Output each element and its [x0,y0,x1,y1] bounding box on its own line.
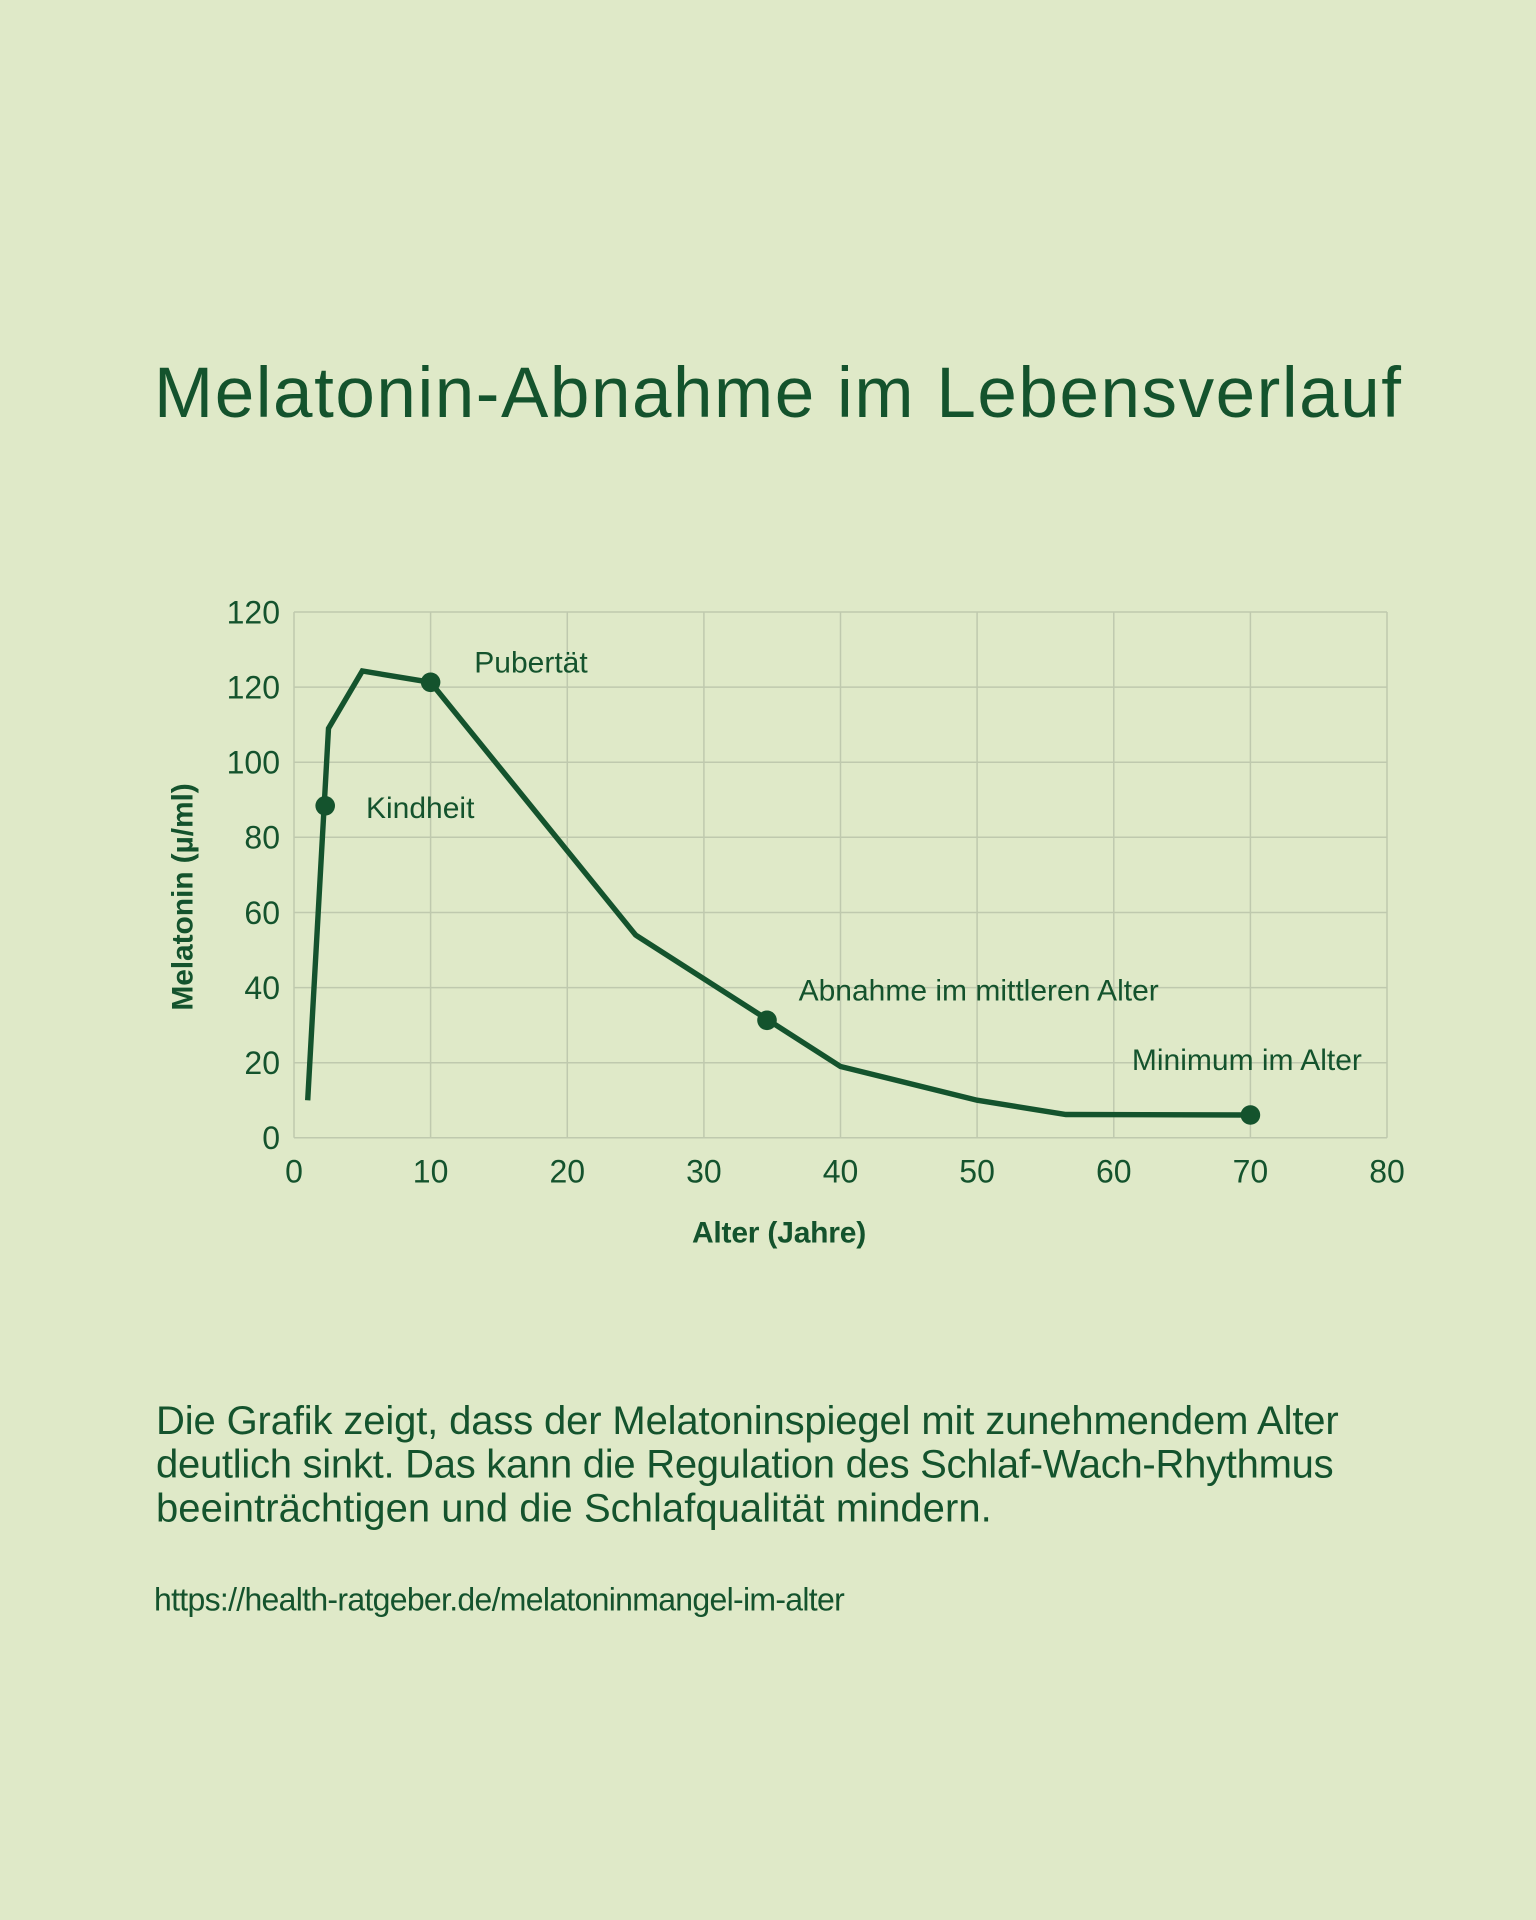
svg-text:100: 100 [227,745,280,781]
svg-text:Die Grafik zeigt, dass der Mel: Die Grafik zeigt, dass der Melatoninspie… [156,1399,1339,1443]
svg-text:0: 0 [285,1154,303,1190]
svg-text:0: 0 [262,1120,280,1156]
svg-text:Minimum im Alter: Minimum im Alter [1132,1044,1362,1077]
svg-text:10: 10 [413,1154,449,1190]
svg-text:deutlich sinkt. Das kann die R: deutlich sinkt. Das kann die Regulation … [156,1443,1333,1487]
svg-text:Melatonin-Abnahme im Lebensver: Melatonin-Abnahme im Lebensverlauf [154,354,1403,433]
svg-text:40: 40 [823,1154,859,1190]
svg-text:Alter (Jahre): Alter (Jahre) [692,1216,866,1249]
svg-text:20: 20 [550,1154,586,1190]
svg-text:30: 30 [686,1154,722,1190]
svg-text:70: 70 [1233,1154,1269,1190]
svg-text:Pubertät: Pubertät [474,647,588,680]
svg-text:60: 60 [244,895,280,931]
svg-text:80: 80 [244,820,280,856]
svg-text:https://health-ratgeber.de/mel: https://health-ratgeber.de/melatoninmang… [154,1581,845,1617]
svg-text:Abnahme im mittleren Alter: Abnahme im mittleren Alter [799,975,1159,1008]
svg-text:80: 80 [1369,1154,1405,1190]
svg-text:120: 120 [227,594,280,630]
svg-text:20: 20 [244,1045,280,1081]
svg-text:Kindheit: Kindheit [366,792,475,825]
svg-text:120: 120 [227,669,280,705]
svg-text:Melatonin (µ/ml): Melatonin (µ/ml) [167,783,200,1010]
svg-text:40: 40 [244,970,280,1006]
svg-text:beeinträchtigen und die Schlaf: beeinträchtigen und die Schlafqualität m… [156,1486,992,1530]
svg-text:50: 50 [959,1154,995,1190]
svg-text:60: 60 [1096,1154,1132,1190]
